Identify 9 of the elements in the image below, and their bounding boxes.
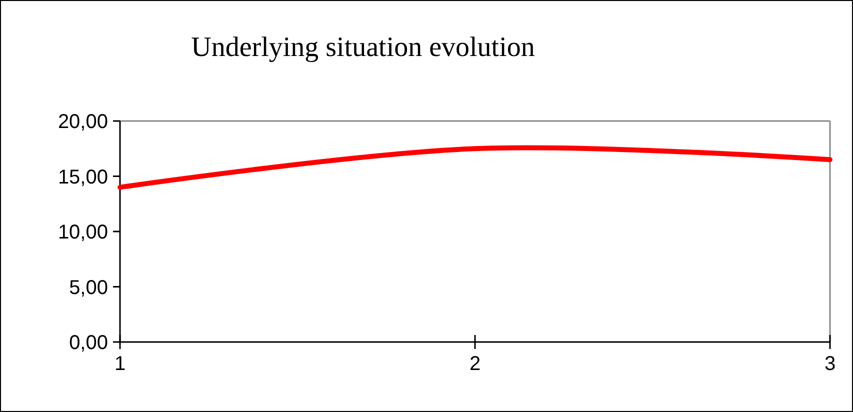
y-tick-label: 15,00 — [58, 166, 108, 188]
x-tick-label: 2 — [469, 353, 481, 375]
y-tick-label: 5,00 — [69, 276, 108, 299]
x-tick-label: 1 — [114, 353, 126, 375]
chart-title: Underlying situation evolution — [191, 32, 535, 63]
y-tick-label: 0,00 — [69, 332, 108, 354]
y-tick-label: 10,00 — [58, 222, 108, 244]
y-tick-label: 20,00 — [58, 111, 108, 133]
x-tick-label: 3 — [824, 353, 836, 375]
